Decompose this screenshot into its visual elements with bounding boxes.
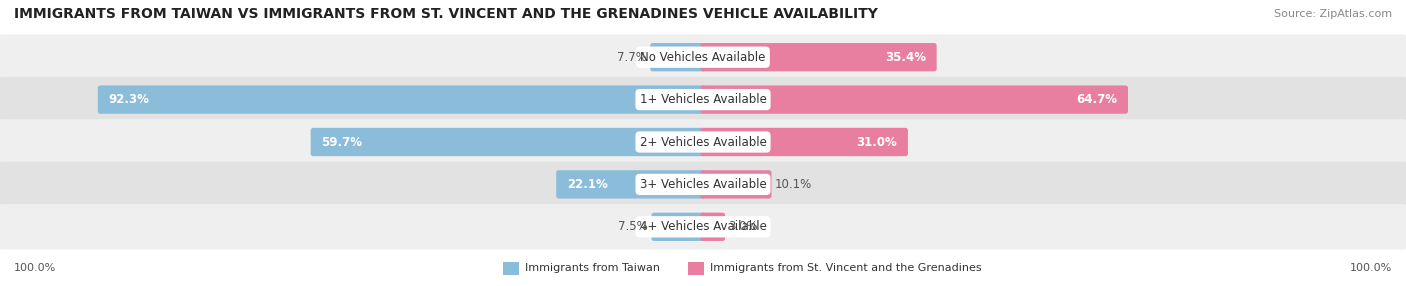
FancyBboxPatch shape xyxy=(311,128,706,156)
Text: 3+ Vehicles Available: 3+ Vehicles Available xyxy=(640,178,766,191)
FancyBboxPatch shape xyxy=(503,262,519,275)
FancyBboxPatch shape xyxy=(700,43,936,72)
FancyBboxPatch shape xyxy=(98,86,706,114)
FancyBboxPatch shape xyxy=(0,119,1406,165)
FancyBboxPatch shape xyxy=(651,212,706,241)
FancyBboxPatch shape xyxy=(700,86,1128,114)
Text: 2+ Vehicles Available: 2+ Vehicles Available xyxy=(640,136,766,148)
FancyBboxPatch shape xyxy=(700,212,725,241)
FancyBboxPatch shape xyxy=(0,77,1406,122)
FancyBboxPatch shape xyxy=(557,170,706,198)
Text: Immigrants from St. Vincent and the Grenadines: Immigrants from St. Vincent and the Gren… xyxy=(710,263,981,273)
FancyBboxPatch shape xyxy=(700,170,772,198)
Text: 4+ Vehicles Available: 4+ Vehicles Available xyxy=(640,220,766,233)
Text: Source: ZipAtlas.com: Source: ZipAtlas.com xyxy=(1274,9,1392,19)
Text: IMMIGRANTS FROM TAIWAN VS IMMIGRANTS FROM ST. VINCENT AND THE GRENADINES VEHICLE: IMMIGRANTS FROM TAIWAN VS IMMIGRANTS FRO… xyxy=(14,7,877,21)
Text: 64.7%: 64.7% xyxy=(1077,93,1118,106)
Text: 92.3%: 92.3% xyxy=(108,93,149,106)
FancyBboxPatch shape xyxy=(650,43,706,72)
Text: 1+ Vehicles Available: 1+ Vehicles Available xyxy=(640,93,766,106)
Text: 100.0%: 100.0% xyxy=(1350,263,1392,273)
Text: 7.5%: 7.5% xyxy=(619,220,648,233)
Text: 22.1%: 22.1% xyxy=(567,178,607,191)
Text: 31.0%: 31.0% xyxy=(856,136,897,148)
FancyBboxPatch shape xyxy=(0,162,1406,207)
FancyBboxPatch shape xyxy=(0,204,1406,249)
Text: No Vehicles Available: No Vehicles Available xyxy=(640,51,766,64)
Text: 35.4%: 35.4% xyxy=(886,51,927,64)
FancyBboxPatch shape xyxy=(700,128,908,156)
Text: 3.0%: 3.0% xyxy=(728,220,758,233)
Text: 10.1%: 10.1% xyxy=(775,178,813,191)
Text: 100.0%: 100.0% xyxy=(14,263,56,273)
Text: 7.7%: 7.7% xyxy=(617,51,647,64)
FancyBboxPatch shape xyxy=(688,262,704,275)
Text: Immigrants from Taiwan: Immigrants from Taiwan xyxy=(524,263,659,273)
FancyBboxPatch shape xyxy=(0,35,1406,80)
Text: 59.7%: 59.7% xyxy=(321,136,363,148)
